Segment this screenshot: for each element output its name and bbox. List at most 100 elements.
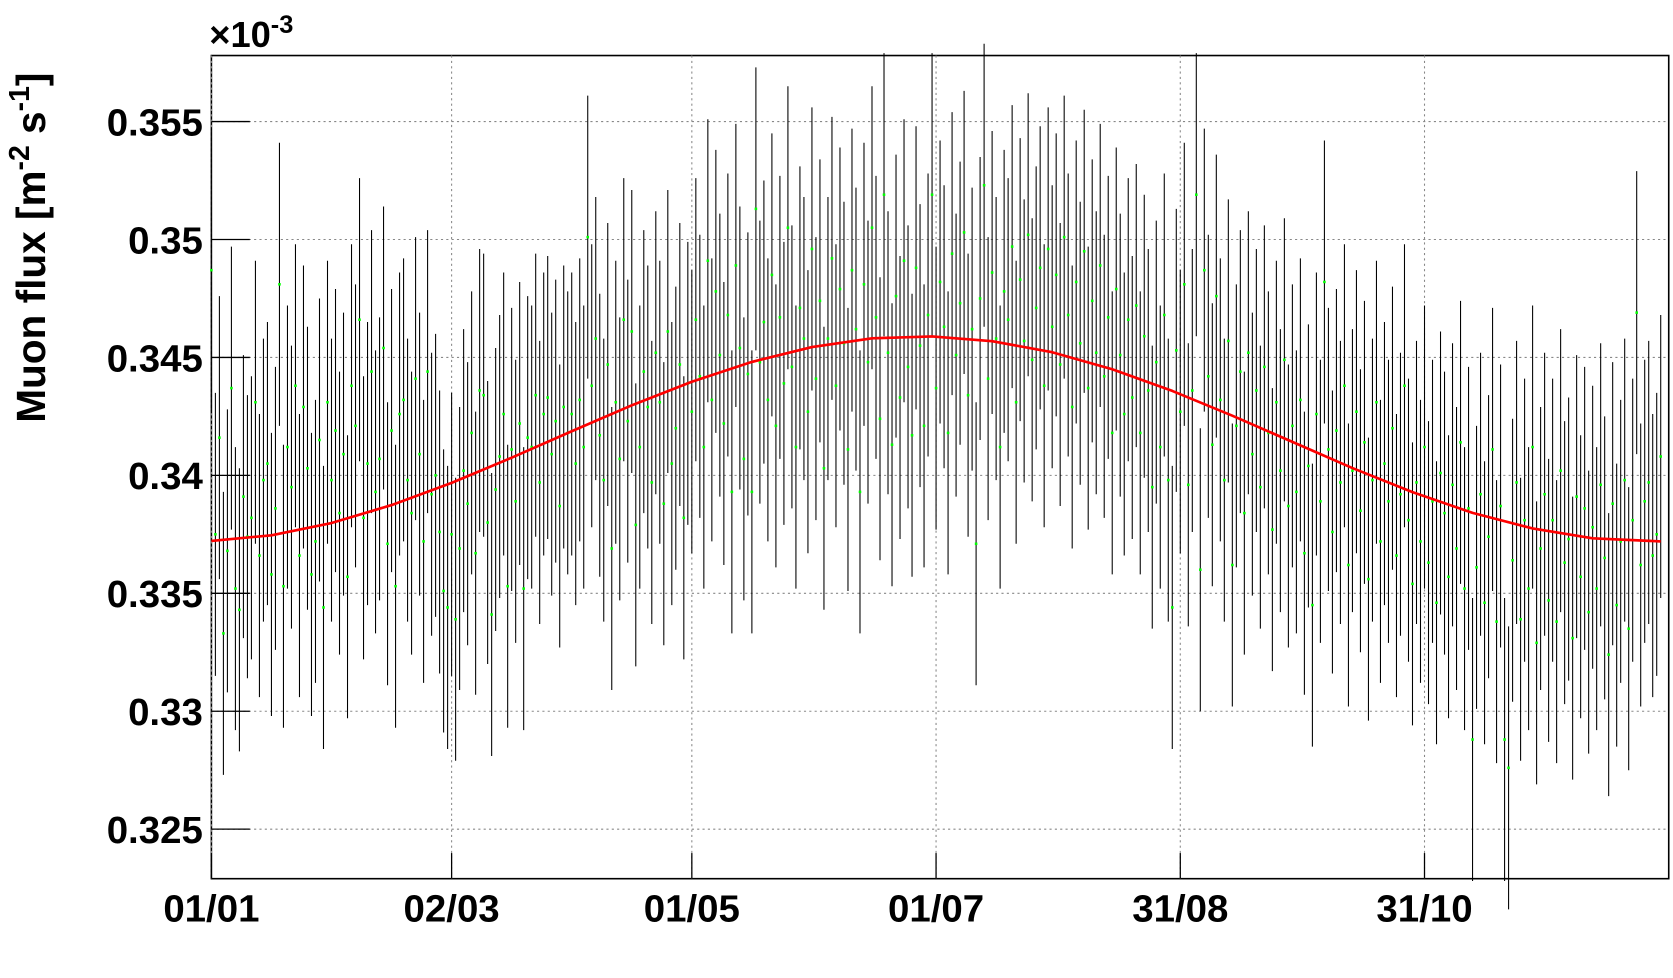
data-point [1195,193,1198,196]
data-point [934,386,938,390]
data-point [454,617,457,621]
data-point [1435,601,1438,605]
data-point [1203,268,1206,272]
data-point [1651,554,1654,557]
data-point [1491,448,1494,451]
data-point [1615,603,1618,607]
data-point [1443,511,1446,515]
data-point [1090,299,1094,303]
data-point [1419,540,1422,543]
data-point [630,330,634,333]
data-point [466,502,469,505]
data-point [678,363,682,366]
data-point [1295,490,1298,494]
data-point [1655,533,1658,536]
data-point [306,467,309,470]
data-point [874,316,878,319]
x-tick-label: 01/05 [644,887,740,930]
x-tick-label: 31/10 [1376,887,1472,930]
data-point [586,235,590,239]
data-point [1547,599,1550,602]
data-point [590,384,594,388]
data-point [1659,455,1663,458]
data-point [1323,280,1326,284]
data-point [790,365,794,369]
data-point [1535,641,1538,645]
data-point [286,445,289,449]
data-point [1251,452,1254,456]
data-point [1030,358,1034,362]
data-point [1483,601,1486,605]
data-point [438,530,441,534]
data-point [1038,266,1042,270]
data-point [230,386,233,390]
data-point [1343,384,1346,388]
data-point [690,410,694,413]
data-point [986,377,990,380]
data-point [470,431,473,435]
data-point [814,377,818,380]
data-point [374,490,377,494]
data-point [1074,280,1078,284]
data-point [806,410,810,413]
data-point [742,457,746,461]
data-point [418,452,421,456]
data-point [846,448,850,451]
data-point [314,540,317,543]
data-point [1391,426,1394,430]
data-point [1291,424,1294,428]
x-tick-label: 31/08 [1132,887,1228,930]
data-point [334,429,337,432]
data-point [1551,518,1554,522]
data-point [766,398,770,402]
data-point [1631,518,1634,522]
data-point [1531,445,1534,449]
data-point [826,337,830,340]
x-tick-label: 02/03 [404,887,500,930]
data-point [506,584,509,588]
data-point [954,353,958,357]
data-point [546,396,549,399]
data-point [574,462,578,465]
data-point [1271,528,1274,531]
data-point [1106,316,1110,319]
data-point [926,313,930,317]
data-point [886,351,890,355]
data-point [966,393,970,397]
data-point [1459,441,1462,444]
data-point [698,375,702,378]
data-point [642,370,646,373]
data-point [810,247,814,251]
data-point [1643,500,1646,503]
data-point [1283,358,1286,362]
data-point [626,419,630,423]
data-point [502,412,505,416]
data-point [782,382,786,385]
data-point [726,313,730,317]
data-point [1375,400,1378,404]
data-point [1575,495,1578,498]
data-point [854,327,858,331]
data-point [1327,448,1330,451]
data-point [862,283,866,286]
data-point [670,462,674,465]
data-point [998,445,1002,449]
data-point [978,297,982,300]
data-point [1611,502,1614,505]
data-point [706,259,710,263]
data-point [734,264,738,267]
data-point [1267,431,1270,435]
superscript: -2 [4,145,36,170]
data-point [650,481,654,484]
data-point [1395,554,1398,557]
data-point [622,318,626,321]
data-point [882,193,886,196]
data-point [266,462,269,465]
data-point [1559,469,1562,472]
data-point [1066,313,1070,317]
data-point [1479,492,1482,496]
data-point [226,549,229,553]
data-point [1110,431,1114,435]
data-point [1539,547,1542,550]
